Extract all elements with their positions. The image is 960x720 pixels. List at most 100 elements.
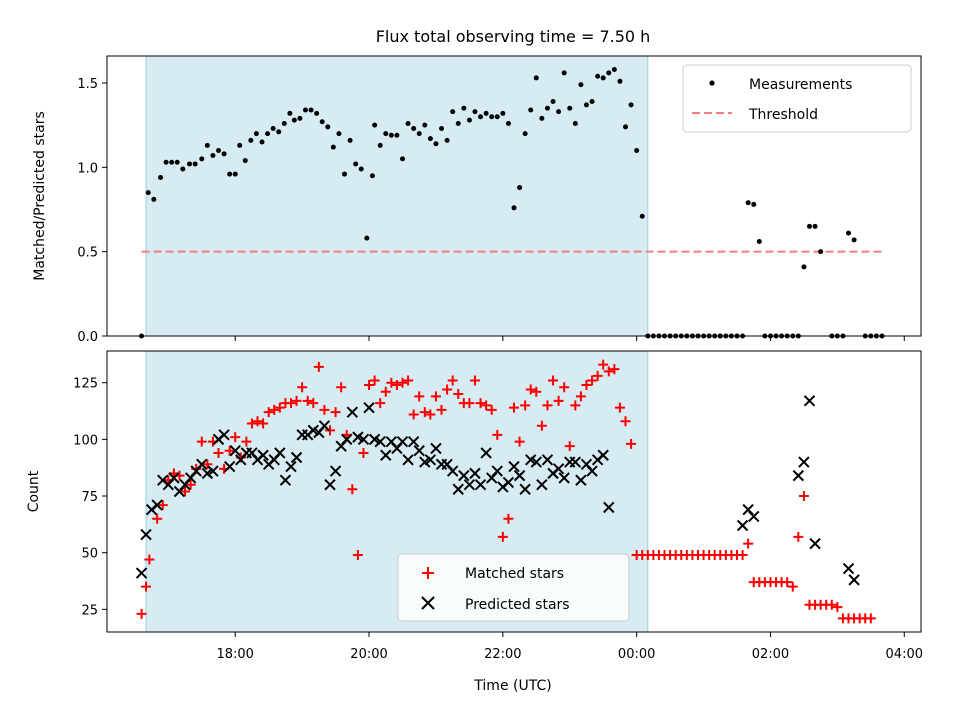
measurement-point — [145, 190, 151, 196]
bottom-y-axis-label: Count — [26, 470, 42, 512]
matched-star-point — [358, 447, 369, 458]
predicted-star-point — [586, 465, 598, 477]
measurement-point — [461, 105, 467, 111]
measurement-point — [287, 110, 293, 116]
legend-predicted-marker — [421, 596, 435, 610]
measurement-point — [265, 131, 271, 137]
measurement-point — [174, 159, 180, 165]
measurement-point — [416, 131, 422, 137]
predicted-star-point — [229, 445, 241, 457]
measurement-point — [439, 126, 445, 132]
predicted-star-point — [842, 562, 855, 575]
measurement-point — [511, 205, 517, 211]
predicted-star-point — [223, 460, 236, 473]
matched-star-point — [386, 377, 397, 388]
predicted-star-point — [363, 401, 375, 414]
measurement-point — [291, 117, 297, 123]
matched-star-point — [369, 375, 380, 386]
predicted-star-point — [318, 420, 331, 432]
measurement-point — [533, 75, 539, 81]
measurement-point — [745, 200, 751, 206]
measurement-point — [494, 114, 500, 120]
x-tick-label: 04:00 — [886, 647, 923, 662]
measurement-point — [756, 239, 762, 245]
predicted-star-point — [519, 483, 531, 495]
predicted-star-point — [257, 449, 269, 461]
matched-star-point — [787, 581, 798, 592]
measurement-point — [270, 126, 276, 132]
predicted-star-point — [748, 510, 760, 523]
measurement-point — [253, 131, 259, 137]
measurement-point — [158, 174, 164, 180]
predicted-star-point — [290, 451, 303, 464]
bottom-x-ticks: 18:00 20:00 22:00 00:00 02:00 04:00 — [216, 632, 923, 662]
matched-star-point — [230, 432, 241, 443]
matched-star-point — [246, 418, 257, 429]
measurement-point — [444, 137, 450, 143]
predicted-stars-points — [135, 395, 860, 586]
measurement-point — [276, 129, 282, 135]
matched-star-point — [419, 407, 430, 418]
measurement-point — [297, 115, 303, 121]
measurement-point — [242, 158, 248, 164]
predicted-star-point — [324, 478, 336, 491]
bottom-panel: 25 50 75 100 125 18:00 20:00 22:00 00:00 02:00 04… — [26, 350, 923, 694]
matched-star-point — [782, 577, 793, 588]
measurement-point — [611, 66, 617, 72]
predicted-star-point — [413, 445, 425, 457]
predicted-star-point — [469, 467, 481, 480]
matched-star-point — [144, 554, 155, 565]
legend-predicted-label: Predicted stars — [465, 597, 570, 613]
matched-star-point — [352, 549, 363, 560]
predicted-star-point — [792, 469, 805, 482]
matched-star-point — [241, 436, 252, 447]
matched-star-point — [302, 395, 313, 406]
predicted-star-point — [575, 474, 587, 486]
matched-star-point — [548, 375, 559, 386]
predicted-star-point — [491, 465, 503, 477]
measurement-point — [639, 213, 645, 219]
matched-star-point — [364, 379, 375, 390]
measurement-point — [383, 131, 389, 137]
matched-star-point — [313, 361, 324, 372]
predicted-star-point — [809, 537, 821, 550]
measurement-point — [353, 161, 359, 167]
measurement-point — [422, 122, 428, 128]
measurement-point — [372, 122, 378, 128]
matched-star-point — [743, 538, 754, 549]
predicted-star-point — [558, 472, 570, 484]
measurement-point — [237, 142, 243, 148]
measurement-point — [505, 120, 511, 126]
x-tick-label: 02:00 — [752, 647, 789, 662]
bottom-y-tick-label: 50 — [81, 547, 98, 562]
predicted-star-point — [196, 458, 208, 471]
legend-measurements-label: Measurements — [749, 77, 852, 93]
matched-star-point — [425, 409, 436, 420]
measurement-point — [556, 109, 562, 115]
predicted-star-point — [480, 447, 492, 459]
matched-star-point — [297, 382, 308, 393]
predicted-star-point — [151, 499, 163, 511]
measurement-point — [623, 124, 629, 130]
matched-star-point — [291, 395, 302, 406]
measurement-point — [388, 132, 394, 138]
measurement-point — [567, 105, 573, 111]
measurement-point — [818, 249, 824, 255]
matched-star-point — [319, 404, 330, 415]
predicted-star-point — [380, 449, 392, 461]
predicted-star-point — [541, 454, 554, 466]
predicted-star-point — [446, 465, 459, 477]
matched-star-point — [196, 436, 207, 447]
matched-star-point — [202, 459, 213, 470]
predicted-star-point — [396, 435, 409, 448]
measurement-point — [151, 196, 157, 202]
measurement-point — [489, 114, 495, 120]
predicted-star-point — [374, 435, 386, 448]
predicted-star-point — [402, 454, 414, 466]
matched-star-point — [826, 599, 837, 610]
predicted-star-point — [597, 449, 609, 461]
measurement-point — [232, 171, 238, 177]
measurement-point — [517, 185, 523, 191]
measurement-point — [595, 73, 601, 79]
predicted-star-point — [536, 478, 548, 491]
